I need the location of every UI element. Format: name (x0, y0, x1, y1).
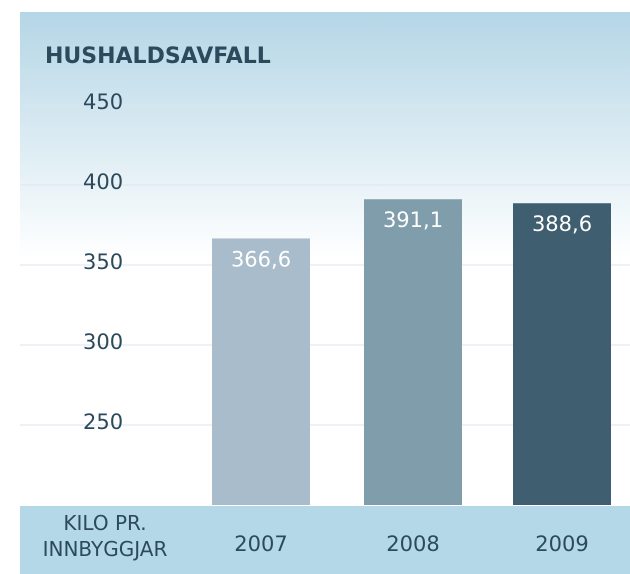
bar (212, 238, 310, 505)
x-tick-label: 2007 (234, 532, 287, 556)
x-axis-label: KILO PR. INNBYGGJAR (42, 511, 168, 561)
y-tick-label: 350 (83, 250, 123, 274)
x-tick-label: 2009 (535, 532, 588, 556)
bar (364, 199, 462, 506)
value-label: 388,6 (532, 212, 592, 236)
chart-title: HUSHALDSAVFALL (45, 44, 271, 69)
y-tick-label: 300 (83, 330, 123, 354)
x-tick-label: 2008 (386, 532, 439, 556)
y-tick-label: 400 (83, 170, 123, 194)
value-label: 366,6 (231, 247, 291, 271)
value-label: 391,1 (383, 208, 443, 232)
bar (513, 203, 611, 506)
y-tick-label: 450 (83, 90, 123, 114)
y-tick-label: 250 (83, 410, 123, 434)
category-band (20, 506, 630, 574)
